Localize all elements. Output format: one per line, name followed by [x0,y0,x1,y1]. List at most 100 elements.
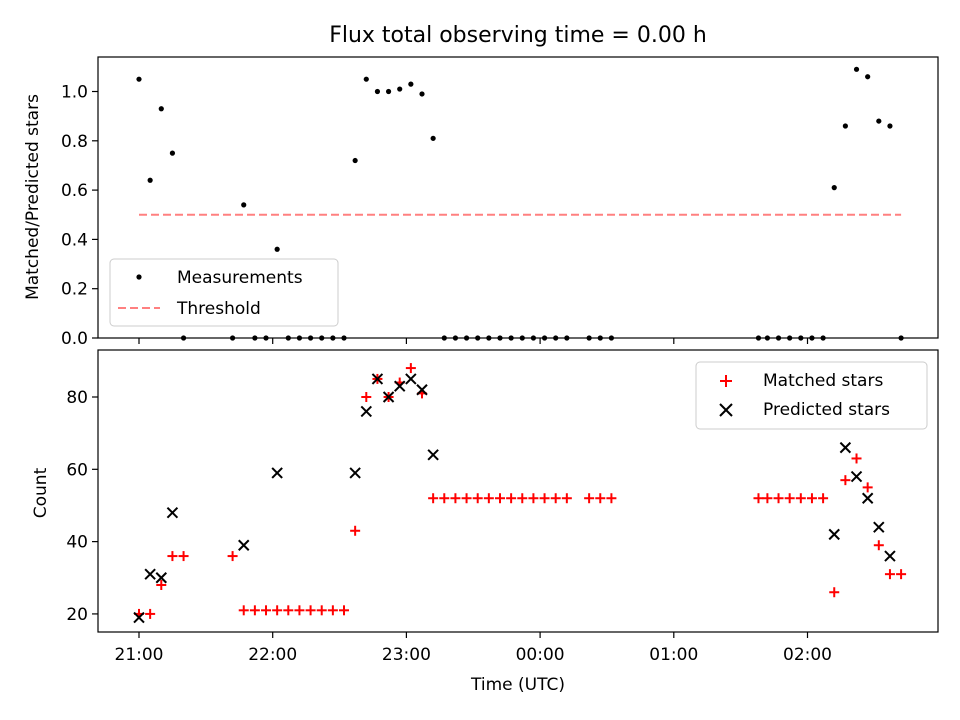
predicted-star-stroke-b [166,506,179,519]
bottom-legend: Matched stars Predicted stars [695,361,928,430]
matched-star-marker [773,493,784,504]
measurement-point [486,335,492,341]
top-x-ticks [138,338,809,344]
measurement-point [169,150,176,156]
bottom-legend-box [695,361,928,430]
measurement-point [887,123,893,129]
matched-star-marker [483,493,494,504]
predicted-star-stroke-b [850,470,863,483]
matched-star-marker [896,569,907,580]
measurement-point [775,335,782,341]
predicted-star-stroke-b [155,572,167,584]
measurement-point [831,185,837,191]
top-y-tick-label: 1.0 [61,83,88,103]
matched-star-marker [450,493,461,504]
predicted-star-marker [839,441,852,454]
measurement-point [608,335,615,341]
predicted-star-stroke-b [416,384,428,396]
legend-threshold-label: Threshold [176,299,261,319]
measurement-point [764,335,770,341]
bottom-y-tick-label: 60 [66,460,88,480]
predicted-star-stroke-b [144,568,156,580]
matched-star-marker [784,493,795,504]
matched-star-marker [884,569,895,580]
matched-star-marker [840,475,851,486]
predicted-star-stroke-b [405,373,417,385]
legend-predicted-marker [719,403,733,417]
matched-star-marker [829,587,840,598]
bottom-y-tick-label: 80 [66,388,88,408]
matched-star-marker [238,605,249,616]
matched-star-marker [272,605,283,616]
measurement-point [374,88,381,95]
bottom-y-tick-label: 40 [66,533,88,553]
matched-star-marker [339,605,350,616]
legend-measurements-label: Measurements [177,268,303,288]
measurement-point [519,335,525,341]
measurement-point [497,335,503,341]
measurement-point [352,157,358,164]
measurement-point [898,335,904,341]
matched-star-marker [806,493,817,504]
top-plot-area [136,66,904,341]
predicted-star-stroke-b [884,550,896,562]
predicted-star-stroke-b [828,528,840,541]
measurement-point [798,335,804,341]
predicted-star-marker [405,373,417,385]
measurement-point [180,335,187,341]
matched-star-marker [316,605,327,616]
matched-star-marker [561,493,572,504]
measurement-point [809,335,815,341]
matched-star-marker [350,525,361,536]
bottom-x-axis: 21:00 22:00 23:00 00:00 01:00 02:00 [115,632,832,665]
matched-star-marker [506,493,517,504]
measurement-point [430,135,436,141]
measurement-point [136,76,142,82]
predicted-star-marker [416,384,428,396]
matched-star-marker [494,493,505,504]
matched-star-marker [167,551,178,562]
predicted-star-marker [166,506,179,519]
measurement-point [158,106,164,112]
bottom-x-tick-label: 21:00 [115,645,164,665]
measurement-point [397,86,403,92]
predicted-star-stroke-b [394,380,406,392]
matched-star-marker [528,493,539,504]
measurement-point [229,335,236,341]
measurement-point [319,335,325,341]
predicted-star-marker [873,521,885,533]
matched-star-marker [227,551,238,562]
measurement-point [876,118,882,124]
measurement-point [441,335,447,341]
top-legend: Measurements Threshold [109,258,339,327]
measurement-point [307,335,314,341]
matched-star-marker [753,493,764,504]
matched-star-marker [873,540,884,551]
matched-star-marker [762,493,773,504]
legend-predicted-label: Predicted stars [763,400,890,420]
matched-star-marker [361,392,372,402]
matched-star-marker [550,493,561,504]
matched-star-marker [818,493,829,504]
measurement-point [341,335,347,341]
bottom-x-tick-label: 02:00 [783,645,832,665]
matched-star-marker [606,493,617,504]
measurement-point [853,66,860,72]
measurement-point [252,335,258,341]
measurement-point [263,335,269,341]
bottom-x-axis-label: Time (UTC) [470,675,565,695]
bottom-x-tick-label: 01:00 [649,645,698,665]
top-y-axis: 0.0 0.2 0.4 0.6 0.8 1.0 [61,83,98,349]
matched-star-marker [539,493,550,504]
predicted-star-marker [360,405,372,418]
matched-star-marker [145,608,156,619]
matched-star-marker [595,493,606,504]
predicted-star-marker [394,380,406,392]
predicted-star-marker [133,611,145,624]
measurement-point [755,335,762,341]
matched-star-marker [461,493,472,504]
matched-star-marker [305,605,316,616]
measurement-point [363,76,369,82]
legend-matched-label: Matched stars [763,371,883,391]
measurement-point [452,335,459,341]
